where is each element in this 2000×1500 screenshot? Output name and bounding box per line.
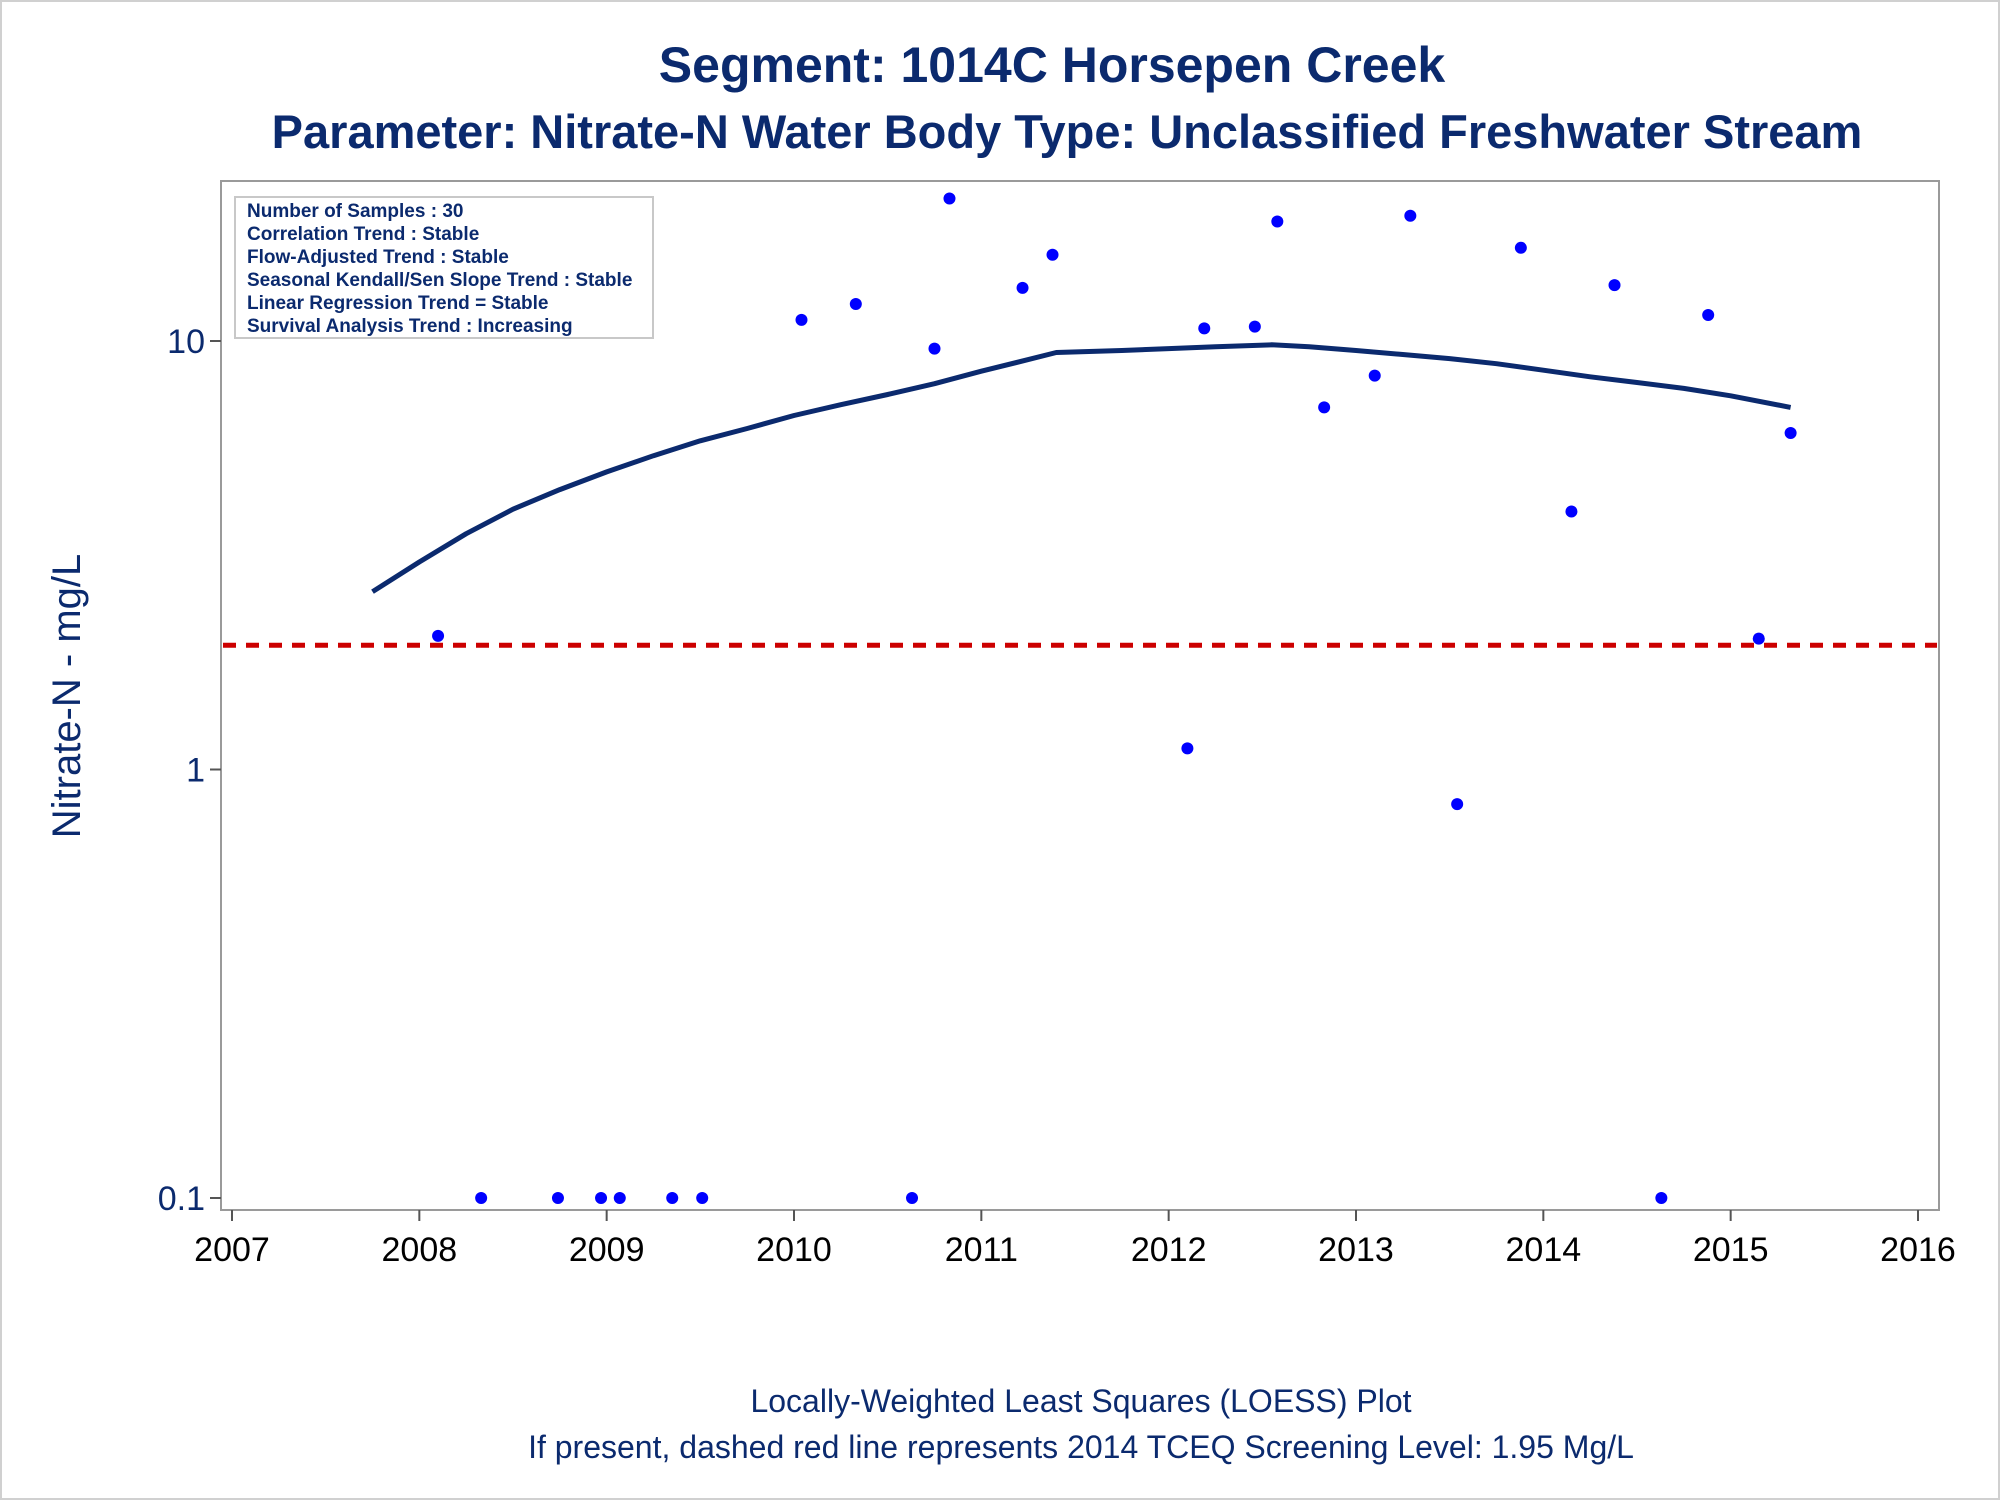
stats-survival-analysis-trend: Survival Analysis Trend : Increasing <box>247 316 573 337</box>
data-point <box>1784 426 1797 439</box>
data-point <box>1248 320 1261 333</box>
stats-linear-regression-trend: Linear Regression Trend = Stable <box>247 293 548 314</box>
data-point <box>613 1192 626 1204</box>
data-points <box>366 192 1797 1204</box>
data-point <box>1608 279 1621 292</box>
data-point <box>551 1192 564 1204</box>
data-point <box>1181 742 1194 755</box>
x-tick-label: 2015 <box>1693 1231 1769 1269</box>
footnote-loess: Locally-Weighted Least Squares (LOESS) P… <box>750 1383 1411 1419</box>
stats-sample-count: Number of Samples : 30 <box>247 201 463 222</box>
data-point <box>1451 798 1464 811</box>
data-point <box>432 629 445 642</box>
y-axis: 0.1 1 10 <box>158 323 221 1218</box>
plot-area <box>220 180 1940 1211</box>
chart-subtitle: Parameter: Nitrate-N Water Body Type: Un… <box>272 105 1863 158</box>
stats-seasonal-kendall-trend: Seasonal Kendall/Sen Slope Trend : Stabl… <box>247 270 632 291</box>
data-point <box>666 1192 679 1204</box>
data-point <box>906 1192 919 1204</box>
x-tick-label: 2013 <box>1318 1231 1394 1269</box>
chart-title: Segment: 1014C Horsepen Creek <box>659 37 1446 93</box>
data-point <box>1198 322 1211 335</box>
data-point <box>1702 308 1715 321</box>
stats-box: Number of Samples : 30 Correlation Trend… <box>234 196 654 339</box>
x-tick-label: 2009 <box>569 1231 645 1269</box>
x-tick-label: 2012 <box>1131 1231 1207 1269</box>
data-point <box>1046 248 1059 261</box>
data-point <box>1318 401 1331 414</box>
data-point <box>1565 505 1578 518</box>
footnote-screening-level: If present, dashed red line represents 2… <box>528 1429 1634 1465</box>
x-tick-label: 2016 <box>1880 1231 1956 1269</box>
data-point <box>1016 281 1029 294</box>
data-point <box>1368 369 1381 382</box>
data-point <box>1404 209 1417 222</box>
data-point <box>1514 241 1527 254</box>
data-point <box>696 1192 709 1204</box>
x-tick-label: 2007 <box>194 1231 270 1269</box>
stats-flow-adjusted-trend: Flow-Adjusted Trend : Stable <box>247 247 509 268</box>
x-tick-label: 2014 <box>1506 1231 1582 1269</box>
data-point <box>595 1192 608 1204</box>
data-point <box>928 342 941 355</box>
data-point <box>849 297 862 310</box>
data-point <box>1271 215 1284 228</box>
data-point <box>1752 632 1765 645</box>
y-tick-label: 1 <box>186 752 205 790</box>
data-point <box>1655 1192 1668 1204</box>
x-tick-label: 2011 <box>945 1231 1018 1269</box>
x-tick-label: 2008 <box>382 1231 458 1269</box>
loess-curve <box>371 342 1792 594</box>
y-axis-label: Nitrate-N - mg/L <box>45 554 89 839</box>
x-tick-label: 2010 <box>756 1231 832 1269</box>
x-axis: 2007 2008 2009 2010 2011 2012 2013 2014 2015 2016 <box>194 1210 1956 1269</box>
stats-box-border <box>234 196 654 339</box>
y-tick-label: 10 <box>167 323 205 361</box>
data-point <box>475 1192 488 1204</box>
data-point <box>795 313 808 326</box>
y-tick-label: 0.1 <box>158 1180 205 1218</box>
stats-correlation-trend: Correlation Trend : Stable <box>247 224 479 245</box>
data-point <box>943 192 956 205</box>
